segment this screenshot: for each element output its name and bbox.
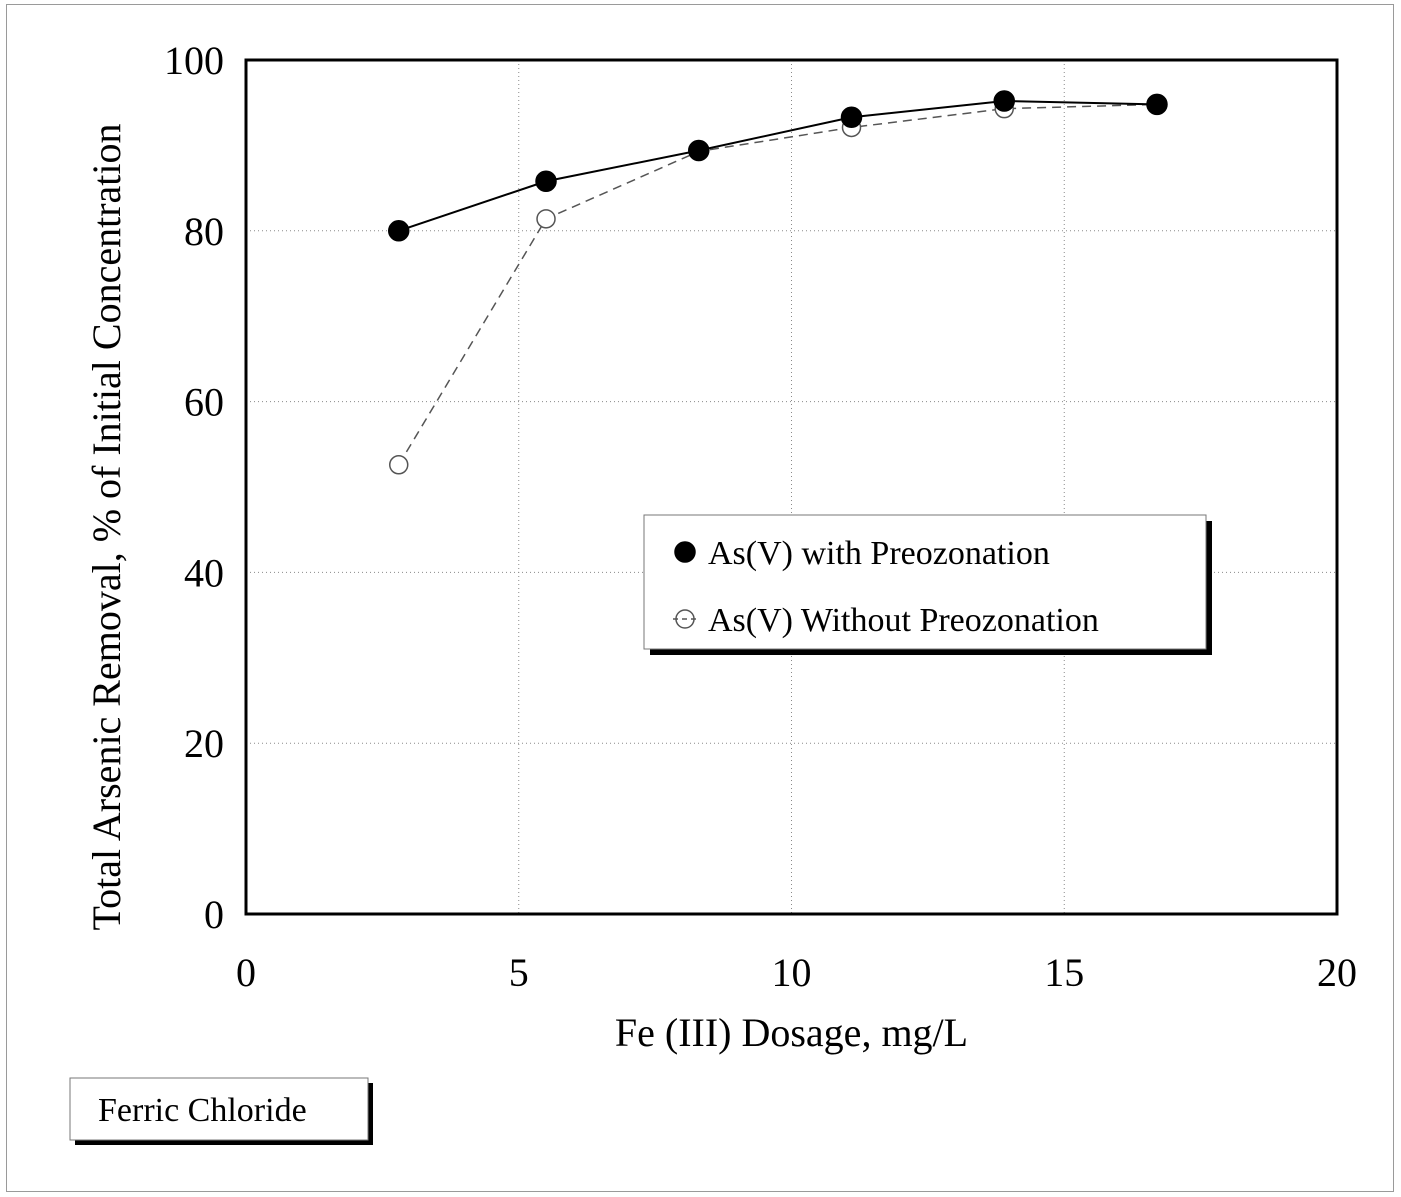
y-axis-title: Total Arsenic Removal, % of Initial Conc…: [84, 124, 129, 931]
plot-area-border: [244, 58, 1339, 916]
legend-label: As(V) with Preozonation: [708, 535, 1050, 572]
y-tick-label: 0: [204, 892, 224, 937]
x-axis-title: Fe (III) Dosage, mg/L: [615, 1010, 968, 1055]
y-tick-label: 100: [164, 38, 224, 83]
data-point: [1146, 93, 1168, 116]
x-tick-label: 10: [772, 950, 812, 995]
x-tick-label: 5: [509, 950, 529, 995]
note-label: Ferric Chloride: [98, 1092, 307, 1129]
y-tick-label: 40: [184, 550, 224, 595]
data-point: [993, 90, 1015, 112]
series-line: [398, 103, 1158, 466]
y-tick-label: 60: [184, 380, 224, 425]
x-tick-label: 15: [1044, 950, 1084, 995]
legend-marker: [674, 541, 696, 563]
legend: As(V) with Preozonation As(V) Without Pre…: [643, 514, 1212, 655]
data-point: [387, 220, 410, 242]
note-box: Ferric Chloride: [69, 1077, 373, 1145]
grid: [246, 60, 1337, 914]
legend-items: As(V) with Preozonation As(V) Without Pre…: [673, 535, 1099, 639]
legend-box: [643, 514, 1207, 650]
data-point: [688, 139, 710, 162]
tick-labels: 0 5 10 15 20 0 20 40 60 80 100: [164, 38, 1357, 995]
data-point: [840, 106, 863, 128]
series-group: [387, 90, 1168, 242]
x-tick-label: 0: [236, 950, 256, 995]
series-line: [398, 99, 1158, 232]
note-box-border: [69, 1077, 369, 1141]
data-point: [388, 455, 409, 475]
y-tick-label: 80: [184, 209, 224, 254]
y-tick-label: 20: [184, 721, 224, 766]
plot-frame: [244, 58, 1339, 916]
x-tick-label: 20: [1317, 950, 1357, 995]
data-point: [535, 170, 557, 193]
legend-label: As(V) Without Preozonation: [708, 602, 1099, 639]
data-point: [536, 209, 556, 229]
series: [387, 90, 1168, 475]
figure-frame: [6, 4, 1394, 1192]
series-group: [388, 94, 1167, 475]
